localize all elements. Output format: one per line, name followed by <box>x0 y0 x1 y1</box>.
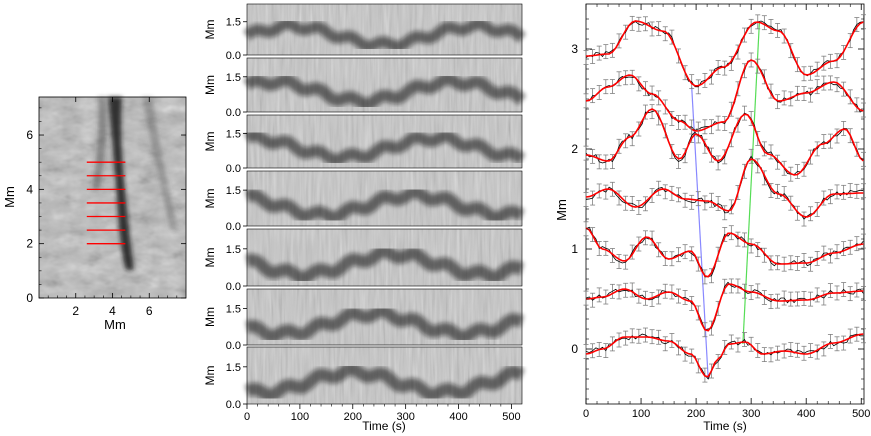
strip-0-ytick-label-0: 0.0 <box>226 50 241 62</box>
left-image-fibril <box>92 97 178 270</box>
series-1 <box>583 52 866 137</box>
series-0-fit-line <box>585 20 864 87</box>
time-distance-strips <box>243 3 526 405</box>
left-xtick-label-0: 2 <box>72 304 79 318</box>
strip-6-ytick-label-1: 1.5 <box>226 362 241 374</box>
strip-1-ytick-label-1: 1.5 <box>226 72 241 84</box>
strip-1-ytick-label-0: 0.0 <box>226 107 241 119</box>
series-6-data-line <box>585 333 864 380</box>
strip-0-ytick-label-1: 1.5 <box>226 17 241 29</box>
left-ytick-label-3: 6 <box>26 128 33 142</box>
series-3-fit-line <box>585 158 864 218</box>
left-xlabel: Mm <box>104 317 126 332</box>
strip-2-ytick-label-1: 1.5 <box>226 128 241 140</box>
mid-xtick-label-5: 500 <box>502 411 520 423</box>
series-4-data-line <box>585 226 864 278</box>
strip-1-frame <box>246 57 523 113</box>
mid-xtick-label-3: 300 <box>396 411 414 423</box>
right-ytick-label-0: 0 <box>571 342 578 356</box>
series-5-data-line <box>585 281 864 331</box>
strip-5-ytick-label-1: 1.5 <box>226 303 241 315</box>
left-ytick-label-2: 4 <box>26 182 33 196</box>
strip-5-ytick-label-0: 0.0 <box>226 340 241 352</box>
left-ylabel: Mm <box>2 186 17 208</box>
series-6-fit-line <box>585 333 864 378</box>
series-1-data-line <box>585 59 864 131</box>
left-xtick-label-1: 4 <box>109 304 116 318</box>
series-2-fit-line <box>585 108 864 176</box>
strip-6-ylabel: Mm <box>203 366 217 386</box>
series-0 <box>583 14 866 95</box>
series-4 <box>583 221 866 285</box>
oscillation-plot: 0 100 200 300 400 500 0 1 2 3 Time (s) Mm <box>554 3 870 433</box>
strip-4-ytick-label-1: 1.5 <box>226 244 241 256</box>
series-5-fit-line <box>585 283 864 332</box>
right-ytick-label-3: 3 <box>571 42 578 56</box>
right-ytick-label-1: 1 <box>571 242 578 256</box>
series-6 <box>583 326 866 383</box>
strip-1-ylabel: Mm <box>203 75 217 95</box>
strip-0-frame <box>246 3 523 56</box>
strip-3-ylabel: Mm <box>203 189 217 209</box>
right-plot-axes: 0 100 200 300 400 500 0 1 2 3 <box>571 4 870 420</box>
series-3 <box>583 148 866 227</box>
strip-3-ytick-label-0: 0.0 <box>226 221 241 233</box>
left-image-axes: 2 4 6 0 2 4 6 <box>26 97 186 318</box>
slit-lines <box>86 161 126 245</box>
right-xtick-label-4: 400 <box>797 408 815 420</box>
strip-6-ytick-label-0: 0.0 <box>226 399 241 411</box>
strip-2-frame <box>246 114 523 169</box>
right-xtick-label-5: 500 <box>852 408 870 420</box>
strip-4-ylabel: Mm <box>203 248 217 268</box>
strip-2-ytick-label-0: 0.0 <box>226 163 241 175</box>
time-distance-axes: 0.0 1.5 Mm 0.0 1.5 Mm 0.0 1.5 Mm 0.0 1.5 Mm 0.0 1.5 Mm… <box>203 17 521 423</box>
strip-0-band <box>243 17 526 53</box>
strip-5-frame <box>246 288 523 346</box>
left-ytick-label-0: 0 <box>26 291 33 305</box>
right-xtick-label-0: 0 <box>583 408 589 420</box>
strip-2-ylabel: Mm <box>203 132 217 152</box>
right-xtick-label-1: 100 <box>632 408 650 420</box>
right-xlabel: Time (s) <box>703 419 747 433</box>
left-image-panel: 2 4 6 0 2 4 6 Mm Mm <box>2 96 187 332</box>
mid-xlabel: Time (s) <box>362 419 406 433</box>
strip-3-band <box>244 185 525 224</box>
right-xtick-label-3: 300 <box>742 408 760 420</box>
mid-xtick-label-0: 0 <box>244 411 250 423</box>
right-ylabel: Mm <box>554 199 569 221</box>
strip-5-band <box>245 305 524 344</box>
series-4-fit-line <box>585 227 864 278</box>
series-1-fit-line <box>585 59 864 132</box>
strip-5-ylabel: Mm <box>203 307 217 327</box>
series-5 <box>583 278 866 338</box>
strip-4-frame <box>246 228 523 287</box>
left-ytick-label-1: 2 <box>26 237 33 251</box>
strip-0-ylabel: Mm <box>203 20 217 40</box>
strip-4-ytick-label-0: 0.0 <box>226 281 241 293</box>
strip-3-frame <box>246 170 523 227</box>
strip-6-band <box>244 362 525 403</box>
series-2 <box>583 104 866 182</box>
strip-1-band <box>243 72 526 111</box>
fit-series <box>583 14 866 383</box>
right-xtick-label-2: 200 <box>687 408 705 420</box>
strip-2-band <box>244 129 526 167</box>
mid-xtick-label-2: 200 <box>344 411 362 423</box>
right-ytick-label-2: 2 <box>571 142 578 156</box>
strip-3-ytick-label-1: 1.5 <box>226 185 241 197</box>
strip-4-band <box>245 244 524 285</box>
mid-xtick-label-1: 100 <box>291 411 309 423</box>
mid-xtick-label-4: 400 <box>449 411 467 423</box>
series-2-data-line <box>585 110 864 175</box>
left-xtick-label-2: 6 <box>146 304 153 318</box>
time-distance-stack: 0.0 1.5 Mm 0.0 1.5 Mm 0.0 1.5 Mm 0.0 1.5 Mm 0.0 1.5 Mm… <box>203 3 526 433</box>
